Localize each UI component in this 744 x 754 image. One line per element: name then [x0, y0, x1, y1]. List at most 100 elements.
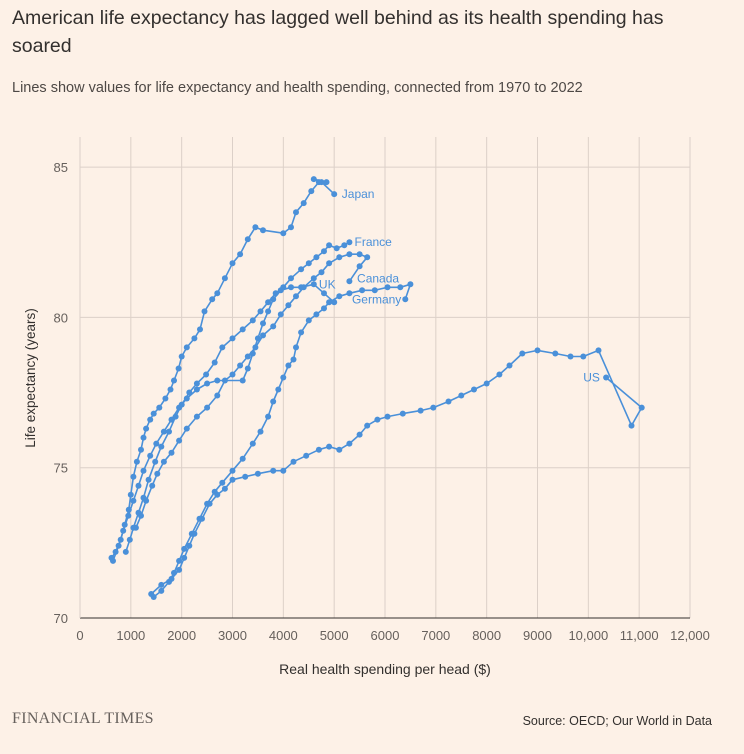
- data-point: [249, 350, 256, 357]
- series-label-us: US: [583, 371, 600, 385]
- data-point: [321, 290, 327, 297]
- data-point: [285, 362, 292, 369]
- data-point: [145, 476, 152, 483]
- data-point: [313, 311, 320, 318]
- data-point: [176, 566, 183, 573]
- data-point: [277, 311, 284, 318]
- data-point: [244, 365, 251, 372]
- data-point: [280, 230, 287, 237]
- x-tick-label: 11,000: [620, 628, 659, 643]
- data-point: [168, 416, 175, 423]
- data-point: [249, 317, 256, 324]
- data-point: [298, 266, 305, 273]
- series-us: [148, 347, 645, 597]
- data-point: [221, 275, 228, 282]
- data-point: [603, 374, 610, 381]
- data-point: [310, 176, 317, 183]
- data-point: [323, 179, 330, 186]
- data-point: [158, 443, 165, 450]
- data-point: [193, 380, 200, 387]
- data-point: [534, 347, 541, 354]
- data-point: [359, 287, 366, 294]
- data-point: [298, 284, 305, 291]
- data-point: [321, 305, 327, 312]
- data-point: [445, 398, 452, 405]
- x-tick-label: 2000: [167, 628, 196, 643]
- data-point: [199, 515, 205, 522]
- data-point: [183, 344, 190, 351]
- data-point: [260, 320, 266, 327]
- data-point: [149, 482, 156, 489]
- data-point: [326, 242, 333, 249]
- data-point: [341, 242, 348, 249]
- data-point: [384, 413, 391, 420]
- data-point: [219, 344, 226, 351]
- data-point: [214, 392, 221, 399]
- data-point: [197, 326, 203, 333]
- data-point: [156, 404, 163, 411]
- data-point: [201, 308, 208, 315]
- series-label-canada: Canada: [357, 271, 399, 285]
- data-point: [580, 353, 587, 360]
- data-point: [181, 554, 188, 561]
- data-point: [186, 542, 193, 549]
- data-point: [260, 332, 266, 339]
- data-point: [143, 425, 150, 432]
- data-point: [326, 443, 333, 450]
- data-point: [204, 404, 211, 411]
- data-point: [138, 512, 144, 519]
- data-point: [203, 371, 210, 378]
- data-point: [221, 485, 228, 492]
- data-point: [130, 497, 137, 504]
- data-point: [209, 296, 216, 303]
- data-point: [285, 302, 292, 309]
- series-label-france: France: [355, 235, 393, 249]
- data-point: [244, 353, 251, 360]
- data-point: [168, 575, 175, 582]
- data-point: [280, 467, 287, 474]
- data-point: [595, 347, 602, 354]
- data-point: [346, 278, 353, 285]
- x-tick-label: 3000: [218, 628, 247, 643]
- x-tick-label: 6000: [371, 628, 400, 643]
- data-point: [219, 479, 226, 486]
- chart-title: American life expectancy has lagged well…: [12, 7, 664, 57]
- data-point: [191, 530, 198, 537]
- y-tick-label: 75: [54, 461, 68, 476]
- series-label-germany: Germany: [352, 292, 401, 306]
- axes: 0 1000 2000 3000 4000 5000 6000 7000 8000 9000 10,…: [54, 137, 710, 643]
- data-point: [315, 446, 322, 453]
- data-point: [204, 380, 211, 387]
- series-line-france: [125, 241, 350, 553]
- data-point: [300, 200, 307, 207]
- data-point: [346, 440, 353, 447]
- y-tick-label: 80: [54, 310, 68, 325]
- data-point: [176, 557, 183, 564]
- data-point: [126, 536, 133, 543]
- data-point: [305, 260, 312, 267]
- data-point: [176, 437, 183, 444]
- data-point: [356, 251, 363, 258]
- data-point: [303, 452, 310, 459]
- x-tick-label: 9000: [523, 628, 552, 643]
- data-point: [254, 335, 261, 342]
- data-point: [229, 335, 236, 342]
- data-point: [181, 545, 188, 552]
- data-point: [483, 380, 490, 387]
- data-point: [458, 392, 465, 399]
- data-point: [252, 224, 259, 231]
- data-point: [120, 527, 127, 534]
- data-point: [160, 458, 167, 465]
- x-tick-label: 12,000: [670, 628, 710, 643]
- series-group: [108, 176, 645, 600]
- data-point: [265, 308, 272, 315]
- data-point: [288, 275, 294, 282]
- data-point: [496, 371, 503, 378]
- data-point: [110, 557, 116, 564]
- y-axis-label: Life expectancy (years): [23, 308, 38, 448]
- data-point: [229, 371, 236, 378]
- data-point: [237, 362, 244, 369]
- data-point: [384, 284, 391, 291]
- data-point: [147, 452, 154, 459]
- data-point: [371, 287, 378, 294]
